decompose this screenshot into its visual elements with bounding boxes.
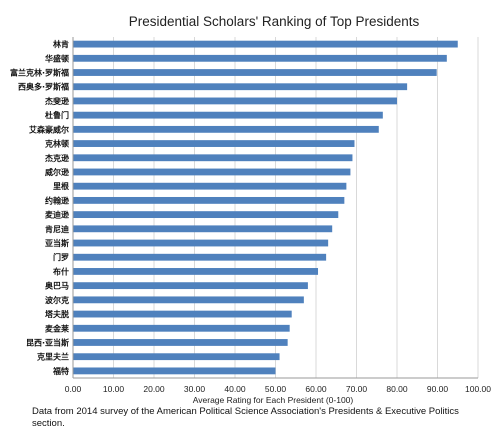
bar xyxy=(73,182,347,190)
bar xyxy=(73,239,329,247)
bar xyxy=(73,310,292,318)
category-label: 波尔克 xyxy=(45,295,69,305)
source-note: Data from 2014 survey of the American Po… xyxy=(32,406,459,429)
x-tick-label: 50.00 xyxy=(265,384,287,394)
category-label: 布什 xyxy=(52,266,69,276)
category-label: 肯尼迪 xyxy=(45,224,69,234)
bar xyxy=(73,353,280,361)
bar xyxy=(73,111,383,119)
x-tick-labels: 0.00 10.00 20.00 30.00 40.00 50.00 60.00 70.00 8… xyxy=(65,384,492,394)
category-label: 福特 xyxy=(52,366,69,376)
bar xyxy=(73,253,327,261)
bars xyxy=(73,40,458,375)
category-label: 亚当斯 xyxy=(45,238,69,248)
category-label: 华盛顿 xyxy=(45,53,69,63)
bar xyxy=(73,367,276,375)
bar xyxy=(73,97,397,105)
gridlines xyxy=(113,37,479,378)
category-label: 杰克逊 xyxy=(45,153,69,163)
category-label: 里根 xyxy=(53,181,69,191)
category-label: 麦迪逊 xyxy=(45,210,69,220)
bar xyxy=(73,140,355,147)
category-label: 富兰克林·罗斯福 xyxy=(10,68,69,78)
bar xyxy=(73,125,379,133)
x-tick-label: 40.00 xyxy=(224,384,246,394)
category-label: 威尔逊 xyxy=(45,167,69,177)
category-label: 杰斐逊 xyxy=(45,96,69,106)
bar xyxy=(73,225,333,233)
bar xyxy=(73,154,353,162)
category-labels: 林肯华盛顿富兰克林·罗斯福西奥多·罗斯福杰斐逊杜鲁门艾森豪威尔克林顿杰克逊威尔逊… xyxy=(10,39,69,376)
category-label: 克林顿 xyxy=(45,139,69,149)
x-tick-label: 60.00 xyxy=(305,384,327,394)
x-tick-label: 70.00 xyxy=(346,384,368,394)
category-label: 西奥多·罗斯福 xyxy=(18,82,69,92)
category-label: 门罗 xyxy=(53,252,69,262)
bar xyxy=(73,211,339,219)
category-label: 奥巴马 xyxy=(44,281,69,291)
x-tick-label: 30.00 xyxy=(184,384,206,394)
x-tick-label: 90.00 xyxy=(427,384,449,394)
x-tick-label: 80.00 xyxy=(386,384,408,394)
bar xyxy=(73,296,304,304)
category-label: 约翰逊 xyxy=(45,195,69,205)
bar xyxy=(73,324,290,332)
bar xyxy=(73,268,319,275)
bar xyxy=(73,196,345,204)
category-label: 艾森豪威尔 xyxy=(29,124,69,134)
x-tick-label: 100.00 xyxy=(465,384,491,394)
chart-title: Presidential Scholars' Ranking of Top Pr… xyxy=(129,14,420,29)
category-label: 麦金莱 xyxy=(45,323,69,333)
bar xyxy=(73,282,308,290)
bar xyxy=(73,54,447,62)
x-axis-title: Average Rating for Each President (0-100… xyxy=(193,395,354,405)
bar xyxy=(73,69,437,76)
x-tick-label: 0.00 xyxy=(65,384,82,394)
x-tick-label: 10.00 xyxy=(103,384,125,394)
bar xyxy=(73,339,288,346)
category-label: 林肯 xyxy=(53,39,69,49)
bar xyxy=(73,168,351,176)
bar xyxy=(73,83,408,91)
bar xyxy=(73,40,458,48)
category-label: 塔夫脱 xyxy=(45,309,69,319)
category-label: 克里夫兰 xyxy=(37,352,69,362)
category-label: 昆西·亚当斯 xyxy=(26,337,69,347)
x-tick-label: 20.00 xyxy=(143,384,165,394)
category-label: 杜鲁门 xyxy=(45,110,69,120)
